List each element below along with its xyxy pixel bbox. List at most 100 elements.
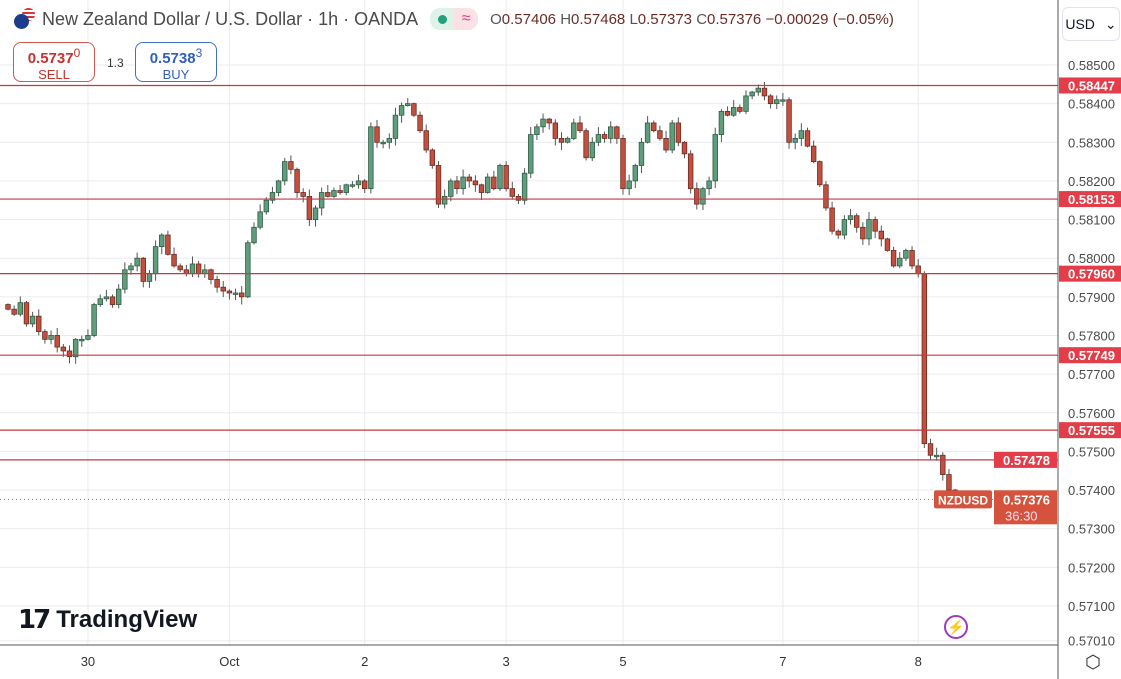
level-price-label: 0.57555	[1068, 423, 1115, 438]
candle-up	[897, 257, 903, 267]
ohlc-readout: O0.57406 H0.57468 L0.57373 C0.57376 −0.0…	[490, 10, 894, 28]
x-tick-label: 7	[779, 654, 786, 669]
candle-up	[841, 219, 848, 236]
candle-down	[915, 265, 921, 275]
candle-up	[644, 122, 651, 143]
candle-down	[657, 130, 663, 139]
candle-up	[269, 192, 276, 201]
y-tick-label: 0.57900	[1068, 290, 1115, 305]
y-tick-label: 0.58300	[1068, 135, 1115, 150]
candle-down	[804, 130, 811, 147]
candle-down	[614, 126, 620, 139]
level-price-label-bg	[1059, 265, 1121, 282]
candle-down	[823, 184, 829, 209]
candle-up	[29, 315, 36, 325]
candle-down	[60, 346, 67, 352]
level-price-label-bg	[994, 451, 1057, 468]
y-tick-label: 0.57800	[1068, 328, 1115, 343]
y-tick-label: 0.57300	[1068, 522, 1115, 537]
candle-down	[361, 180, 368, 190]
candle-down	[878, 230, 884, 240]
candle-up	[792, 138, 798, 143]
candle-down	[558, 138, 565, 143]
candle-down	[472, 180, 479, 186]
candle-down	[681, 141, 688, 155]
tradingview-logo[interactable]: 𝟭𝟳 TradingView	[18, 604, 198, 634]
candle-down	[515, 195, 522, 201]
y-tick-label: 0.57200	[1068, 560, 1115, 575]
candle-up	[263, 199, 269, 213]
level-price-label: 0.58153	[1068, 192, 1115, 207]
y-tick-label: 0.57500	[1068, 444, 1115, 459]
candle-up	[712, 134, 718, 182]
candle-up	[245, 242, 251, 298]
candle-down	[208, 269, 214, 280]
x-tick-label: 8	[915, 654, 922, 669]
candle-down	[429, 149, 436, 166]
candle-down	[509, 188, 515, 197]
candle-up	[405, 103, 411, 106]
candle-up	[669, 122, 675, 151]
candle-up	[448, 180, 454, 197]
candle-up	[731, 107, 737, 116]
candle-down	[374, 126, 380, 143]
candle-up	[497, 165, 503, 190]
level-price-label: 0.57749	[1068, 348, 1115, 363]
candle-up	[331, 190, 337, 197]
candle-up	[632, 165, 638, 182]
candle-up	[903, 250, 909, 259]
candle-down	[165, 234, 171, 255]
currency-dropdown[interactable]: USD ⌄	[1062, 7, 1120, 41]
y-tick-label: 0.58000	[1068, 251, 1115, 266]
candle-up	[85, 335, 91, 340]
candle-up	[780, 99, 786, 102]
candle-down	[171, 253, 177, 267]
candle-up	[343, 184, 349, 193]
spread-value: 1.3	[107, 56, 124, 70]
market-status[interactable]: ≈	[430, 8, 479, 30]
nzd-usd-flag-icon	[14, 8, 36, 30]
candle-up	[441, 195, 448, 205]
candle-up	[368, 126, 374, 190]
candle-down	[288, 161, 294, 170]
candle-up	[146, 273, 153, 282]
lightning-icon[interactable]: ⚡	[944, 615, 968, 639]
buy-button[interactable]: 0.57383 BUY	[135, 42, 217, 82]
candle-up	[589, 141, 595, 159]
candle-up	[774, 99, 780, 105]
candle-down	[829, 207, 835, 232]
level-price-label: 0.57960	[1068, 267, 1115, 282]
candle-down	[503, 165, 509, 190]
y-tick-label: 0.58500	[1068, 58, 1115, 73]
candle-up	[706, 180, 712, 190]
candle-down	[835, 230, 841, 236]
level-price-label: 0.58447	[1068, 78, 1115, 93]
x-tick-label: 2	[361, 654, 368, 669]
candle-down	[601, 134, 608, 139]
candle-down	[737, 107, 743, 112]
candle-down	[854, 215, 860, 228]
candle-up	[866, 219, 872, 240]
chart-header: New Zealand Dollar / U.S. Dollar · 1h · …	[14, 8, 894, 30]
settings-gear-icon[interactable]: ⬡	[1085, 652, 1101, 672]
candle-down	[214, 279, 220, 288]
candle-down	[423, 130, 429, 151]
candle-up	[626, 180, 632, 190]
candle-up	[571, 122, 577, 139]
candle-down	[675, 122, 682, 143]
level-price-label-bg	[1059, 422, 1121, 439]
y-tick-label: 0.58200	[1068, 174, 1115, 189]
level-price-label-bg	[1059, 191, 1121, 208]
candle-up	[91, 304, 97, 336]
candle-down	[195, 263, 202, 275]
candle-down	[651, 122, 657, 132]
candle-up	[189, 263, 196, 275]
level-price-label-bg	[1059, 77, 1121, 94]
sell-button[interactable]: 0.57370 SELL	[13, 42, 95, 82]
symbol-title[interactable]: New Zealand Dollar / U.S. Dollar · 1h · …	[42, 8, 419, 29]
candle-up	[275, 180, 282, 193]
candle-down	[36, 315, 42, 333]
candle-up	[72, 338, 79, 358]
candle-down	[663, 138, 669, 151]
